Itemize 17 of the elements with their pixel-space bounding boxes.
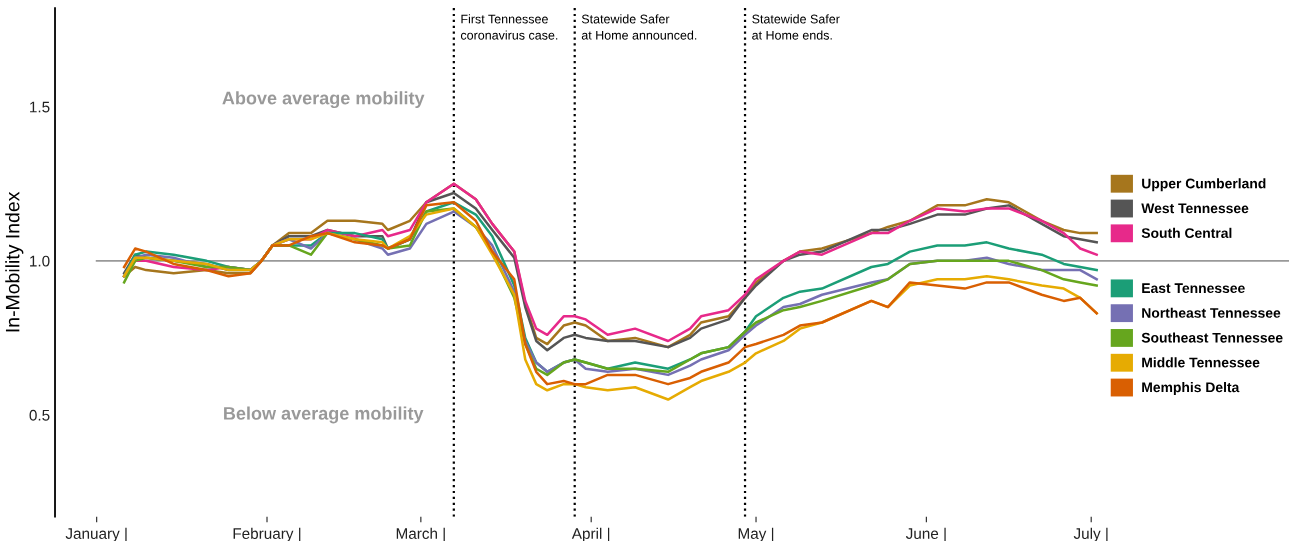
ref-line-label: First Tennessee coronavirus case. <box>460 14 558 40</box>
annotation: Below average mobility <box>224 406 424 424</box>
y-tick-label: 1.5 <box>30 101 50 113</box>
legend-label: Middle Tennessee <box>1142 357 1260 368</box>
legend-label: Memphis Delta <box>1142 382 1240 395</box>
ref-line-label: Statewide Safer at Home announced. <box>581 14 697 40</box>
y-tick-label: 1.0 <box>30 255 50 267</box>
y-axis-title: In-Mobility Index <box>5 191 24 332</box>
legend-label: Southeast Tennessee <box>1141 332 1283 343</box>
legend-label: Upper Cumberland <box>1142 178 1266 192</box>
annotation: Above average mobility <box>222 91 425 109</box>
legend-label: West Tennessee <box>1141 203 1249 214</box>
legend-label: East Tennessee <box>1142 283 1245 294</box>
legend-label: South Central <box>1141 227 1232 238</box>
y-tick-label: 0.5 <box>29 409 50 421</box>
legend-label: Northeast Tennessee <box>1142 307 1281 318</box>
ref-line-label: Statewide Safer at Home ends. <box>752 14 840 40</box>
